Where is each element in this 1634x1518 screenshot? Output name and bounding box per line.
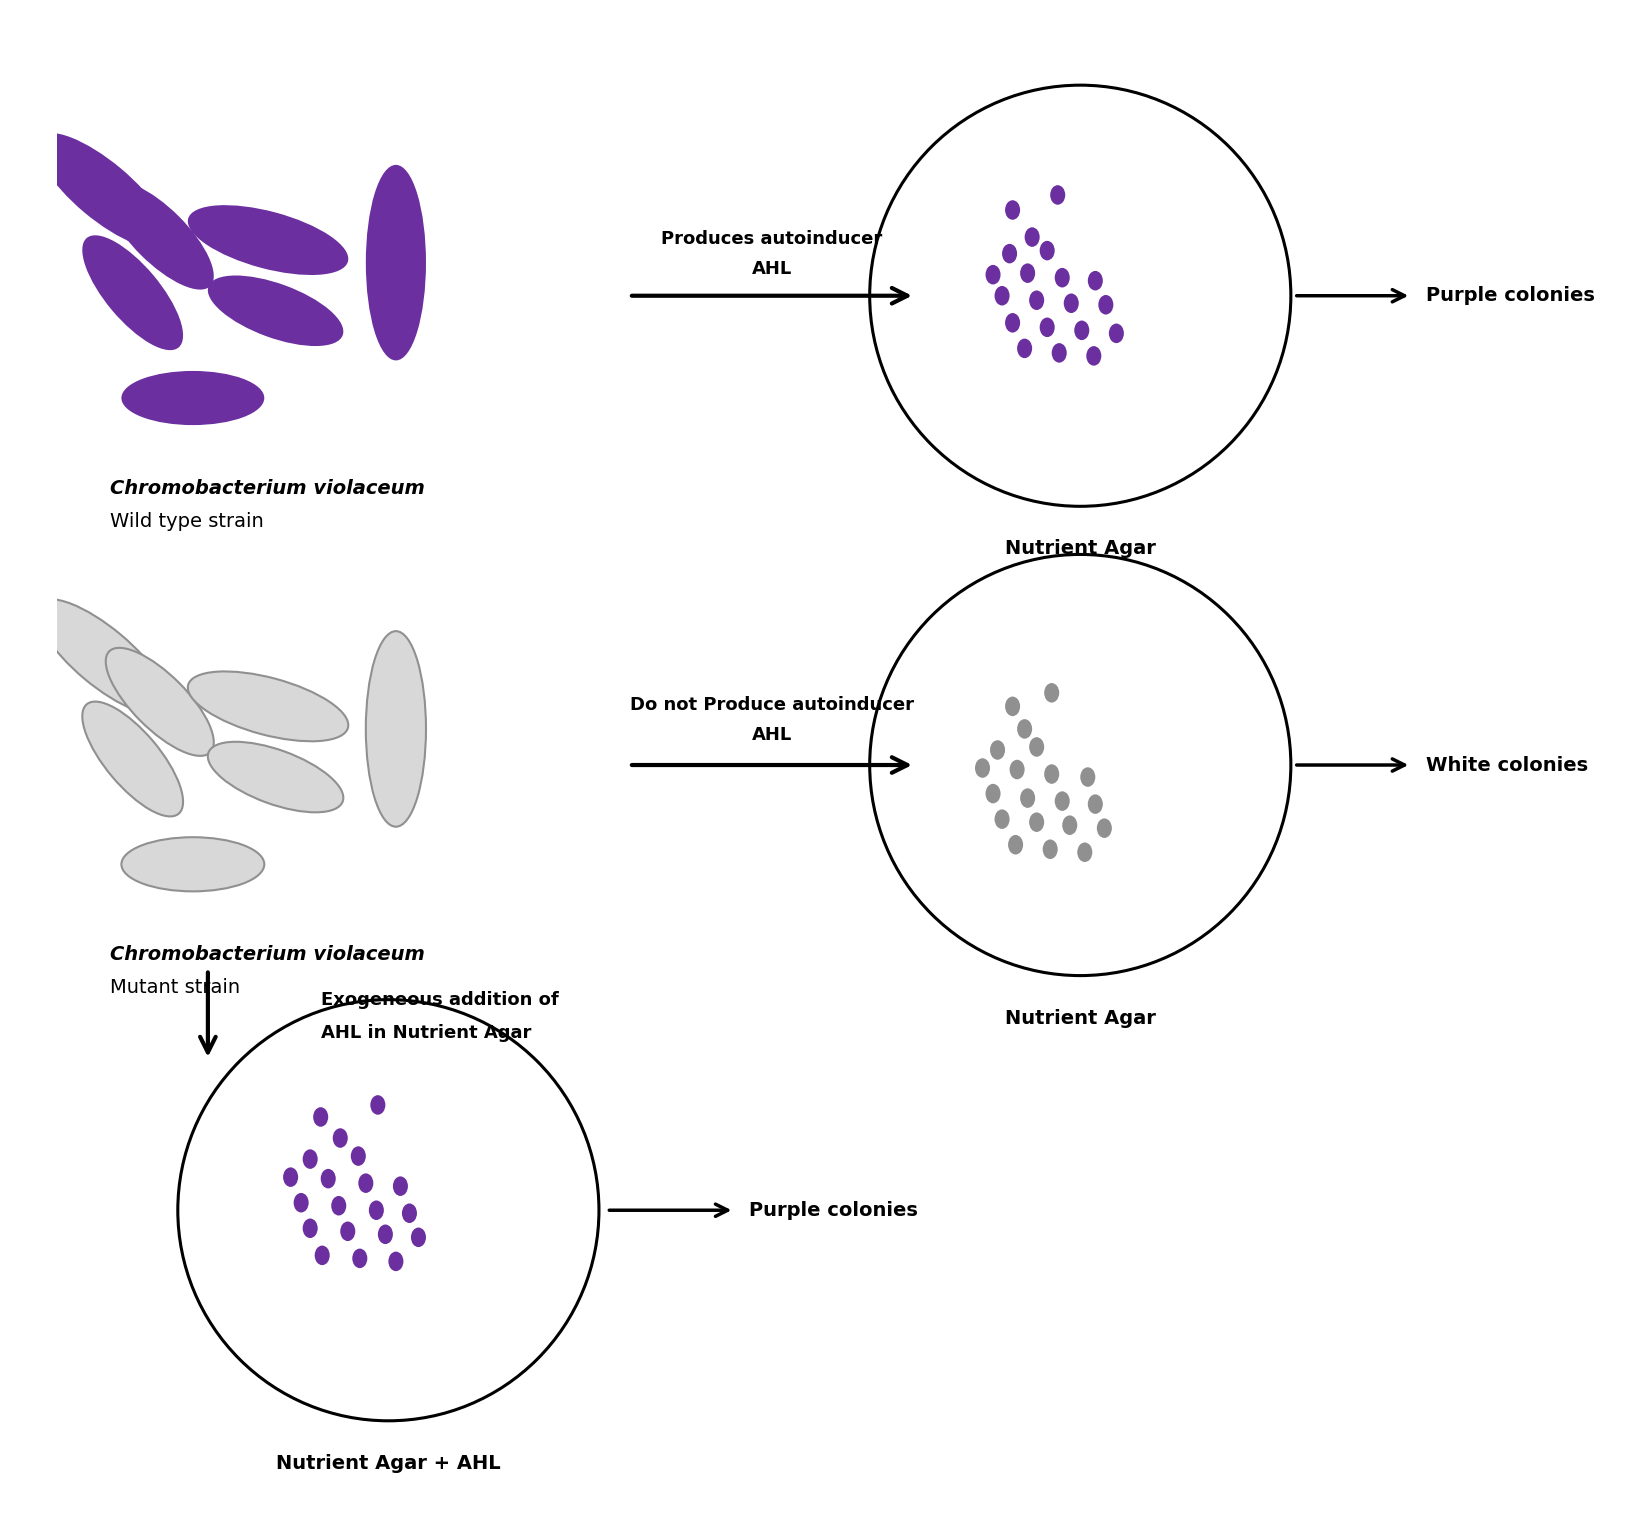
Text: AHL: AHL — [752, 260, 792, 278]
Text: Exogeneous addition of: Exogeneous addition of — [320, 991, 559, 1008]
Ellipse shape — [1062, 815, 1077, 835]
Ellipse shape — [1042, 839, 1057, 859]
Ellipse shape — [1044, 764, 1059, 783]
Ellipse shape — [314, 1107, 328, 1126]
Ellipse shape — [1064, 293, 1078, 313]
Ellipse shape — [389, 1252, 404, 1271]
Ellipse shape — [315, 1246, 330, 1264]
Ellipse shape — [1020, 264, 1036, 282]
Text: Purple colonies: Purple colonies — [1426, 287, 1595, 305]
Text: Nutrient Agar + AHL: Nutrient Agar + AHL — [276, 1454, 500, 1472]
Text: Nutrient Agar: Nutrient Agar — [1005, 1008, 1155, 1028]
Ellipse shape — [82, 235, 183, 351]
Ellipse shape — [1039, 317, 1054, 337]
Text: Wild type strain: Wild type strain — [109, 512, 263, 531]
Ellipse shape — [36, 600, 168, 715]
Ellipse shape — [1054, 267, 1070, 287]
Ellipse shape — [975, 759, 990, 777]
Ellipse shape — [1077, 842, 1092, 862]
Ellipse shape — [377, 1225, 392, 1245]
Ellipse shape — [106, 648, 214, 756]
Ellipse shape — [188, 671, 348, 741]
Ellipse shape — [410, 1228, 426, 1248]
Ellipse shape — [106, 182, 214, 290]
Ellipse shape — [402, 1204, 417, 1224]
Ellipse shape — [1029, 738, 1044, 757]
Ellipse shape — [351, 1146, 366, 1166]
Ellipse shape — [371, 1094, 386, 1114]
Ellipse shape — [995, 809, 1010, 829]
Ellipse shape — [1098, 294, 1113, 314]
Ellipse shape — [369, 1201, 384, 1220]
Ellipse shape — [208, 275, 343, 346]
Ellipse shape — [1005, 313, 1020, 332]
Ellipse shape — [353, 1249, 368, 1268]
Ellipse shape — [1005, 697, 1020, 716]
Ellipse shape — [1005, 200, 1020, 220]
Ellipse shape — [302, 1149, 317, 1169]
Ellipse shape — [82, 701, 183, 817]
Ellipse shape — [1087, 346, 1101, 366]
Ellipse shape — [1074, 320, 1090, 340]
Text: Produces autoinducer: Produces autoinducer — [662, 229, 882, 247]
Text: AHL: AHL — [752, 726, 792, 744]
Ellipse shape — [1088, 270, 1103, 290]
Ellipse shape — [36, 134, 168, 247]
Text: Chromobacterium violaceum: Chromobacterium violaceum — [109, 478, 425, 498]
Ellipse shape — [366, 165, 426, 360]
Ellipse shape — [995, 285, 1010, 305]
Ellipse shape — [294, 1193, 309, 1213]
Ellipse shape — [1054, 791, 1070, 811]
Ellipse shape — [990, 741, 1005, 759]
Ellipse shape — [392, 1176, 408, 1196]
Ellipse shape — [1020, 788, 1036, 808]
Text: Mutant strain: Mutant strain — [109, 978, 240, 997]
Ellipse shape — [1052, 343, 1067, 363]
Ellipse shape — [985, 266, 1000, 284]
Ellipse shape — [121, 838, 265, 891]
Text: White colonies: White colonies — [1426, 756, 1588, 774]
Text: Nutrient Agar: Nutrient Agar — [1005, 539, 1155, 559]
Ellipse shape — [208, 742, 343, 812]
Ellipse shape — [1010, 759, 1025, 779]
Ellipse shape — [358, 1173, 373, 1193]
Text: Chromobacterium violaceum: Chromobacterium violaceum — [109, 946, 425, 964]
Ellipse shape — [1016, 720, 1033, 739]
Ellipse shape — [320, 1169, 335, 1189]
Ellipse shape — [985, 783, 1000, 803]
Ellipse shape — [366, 631, 426, 827]
Ellipse shape — [1029, 290, 1044, 310]
Ellipse shape — [1080, 767, 1095, 786]
Ellipse shape — [1096, 818, 1111, 838]
Text: Purple colonies: Purple colonies — [750, 1201, 918, 1220]
Ellipse shape — [332, 1196, 346, 1216]
Ellipse shape — [340, 1222, 355, 1242]
Ellipse shape — [1029, 812, 1044, 832]
Ellipse shape — [283, 1167, 297, 1187]
Ellipse shape — [1016, 339, 1033, 358]
Ellipse shape — [333, 1128, 348, 1148]
Text: AHL in Nutrient Agar: AHL in Nutrient Agar — [320, 1023, 531, 1041]
Ellipse shape — [1088, 794, 1103, 814]
Text: Do not Produce autoinducer: Do not Produce autoinducer — [631, 695, 913, 713]
Ellipse shape — [302, 1219, 317, 1239]
Ellipse shape — [1002, 244, 1016, 264]
Ellipse shape — [1039, 241, 1054, 261]
Ellipse shape — [1044, 683, 1059, 703]
Ellipse shape — [1025, 228, 1039, 247]
Ellipse shape — [121, 370, 265, 425]
Ellipse shape — [1051, 185, 1065, 205]
Ellipse shape — [1109, 323, 1124, 343]
Ellipse shape — [1008, 835, 1023, 855]
Ellipse shape — [188, 205, 348, 275]
